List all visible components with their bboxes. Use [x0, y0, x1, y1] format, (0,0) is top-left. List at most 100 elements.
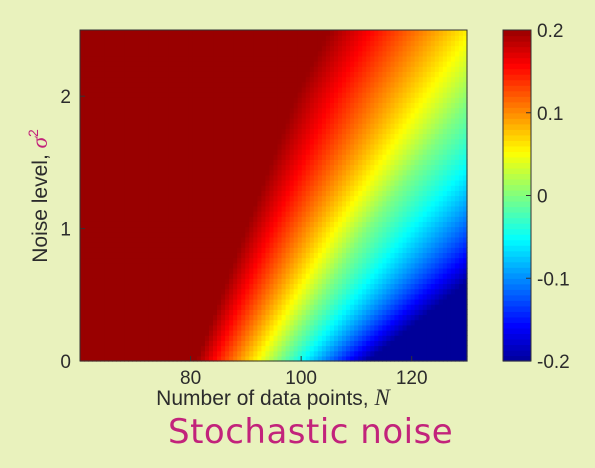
heatmap-cell — [104, 102, 109, 109]
heatmap-cell — [176, 252, 182, 259]
heatmap-cell — [80, 138, 85, 145]
heatmap-cell — [253, 154, 258, 160]
heatmap-cell — [112, 267, 117, 274]
heatmap-cell — [430, 174, 436, 181]
heatmap-cell — [261, 309, 267, 316]
heatmap-cell — [160, 252, 166, 259]
heatmap-cell — [217, 164, 222, 171]
heatmap-cell — [265, 143, 271, 150]
heatmap-cell — [390, 185, 396, 191]
heatmap-cell — [100, 314, 105, 321]
heatmap-cell — [342, 148, 347, 155]
heatmap-cell — [313, 138, 319, 145]
heatmap-cell — [269, 298, 275, 305]
heatmap-cell — [378, 138, 383, 145]
heatmap-cell — [152, 123, 158, 129]
heatmap-cell — [342, 288, 347, 295]
heatmap-cell — [382, 211, 387, 217]
heatmap-cell — [277, 102, 283, 109]
heatmap-cell — [446, 211, 452, 217]
heatmap-cell — [108, 329, 113, 336]
heatmap-cell — [325, 252, 331, 259]
heatmap-cell — [378, 226, 383, 233]
heatmap-cell — [136, 252, 142, 259]
heatmap-cell — [458, 293, 464, 300]
heatmap-cell — [104, 148, 109, 155]
heatmap-cell — [233, 164, 238, 171]
heatmap-cell — [430, 107, 436, 114]
heatmap-cell — [350, 143, 355, 150]
heatmap-cell — [225, 340, 230, 347]
heatmap-cell — [184, 262, 190, 269]
heatmap-cell — [293, 319, 299, 326]
heatmap-cell — [386, 216, 391, 222]
heatmap-cell — [333, 211, 339, 217]
heatmap-cell — [200, 221, 206, 228]
heatmap-cell — [92, 309, 97, 316]
heatmap-cell — [378, 195, 383, 202]
heatmap-cell — [104, 278, 109, 285]
heatmap-cell — [410, 314, 416, 321]
heatmap-cell — [100, 329, 105, 336]
heatmap-cell — [430, 185, 436, 191]
heatmap-cell — [84, 169, 89, 176]
heatmap-cell — [80, 221, 85, 228]
heatmap-cell — [390, 314, 396, 321]
heatmap-cell — [305, 128, 311, 135]
heatmap-cell — [446, 242, 452, 248]
heatmap-cell — [152, 257, 158, 264]
heatmap-cell — [152, 92, 158, 98]
heatmap-cell — [188, 355, 194, 362]
heatmap-cell — [386, 309, 391, 316]
heatmap-cell — [390, 169, 396, 176]
heatmap-cell — [80, 159, 85, 166]
heatmap-cell — [253, 148, 258, 155]
heatmap-cell — [253, 112, 258, 119]
heatmap-cell — [221, 283, 226, 290]
heatmap-cell — [269, 355, 275, 362]
heatmap-cell — [241, 252, 246, 259]
heatmap-cell — [358, 252, 363, 259]
heatmap-cell — [325, 169, 331, 176]
heatmap-cell — [108, 335, 113, 341]
heatmap-cell — [450, 174, 456, 181]
heatmap-cell — [213, 298, 218, 305]
heatmap-cell — [273, 179, 279, 186]
heatmap-cell — [458, 112, 464, 119]
heatmap-cell — [217, 174, 222, 181]
heatmap-cell — [241, 298, 246, 305]
heatmap-cell — [342, 200, 347, 207]
heatmap-cell — [88, 293, 93, 300]
heatmap-cell — [325, 345, 331, 352]
heatmap-cell — [410, 304, 416, 310]
heatmap-cell — [108, 205, 113, 212]
heatmap-cell — [293, 242, 299, 248]
heatmap-cell — [80, 97, 85, 103]
heatmap-cell — [454, 226, 460, 233]
heatmap-cell — [329, 190, 335, 197]
heatmap-cell — [454, 304, 460, 310]
heatmap-cell — [446, 221, 452, 228]
heatmap-cell — [374, 324, 379, 331]
heatmap-cell — [225, 154, 230, 160]
heatmap-cell — [430, 226, 436, 233]
heatmap-cell — [289, 221, 295, 228]
heatmap-cell — [152, 143, 158, 150]
heatmap-cell — [144, 97, 150, 103]
heatmap-cell — [184, 102, 190, 109]
heatmap-cell — [144, 148, 150, 155]
heatmap-cell — [168, 273, 174, 279]
heatmap-cell — [442, 329, 448, 336]
heatmap-cell — [100, 304, 105, 310]
heatmap-cell — [225, 288, 230, 295]
heatmap-cell — [394, 226, 400, 233]
heatmap-cell — [422, 164, 428, 171]
heatmap-cell — [338, 159, 343, 166]
heatmap-cell — [297, 169, 303, 176]
heatmap-cell — [293, 97, 299, 103]
heatmap-cell — [450, 242, 456, 248]
heatmap-cell — [172, 164, 178, 171]
heatmap-cell — [293, 211, 299, 217]
heatmap-cell — [108, 340, 113, 347]
heatmap-cell — [249, 138, 254, 145]
